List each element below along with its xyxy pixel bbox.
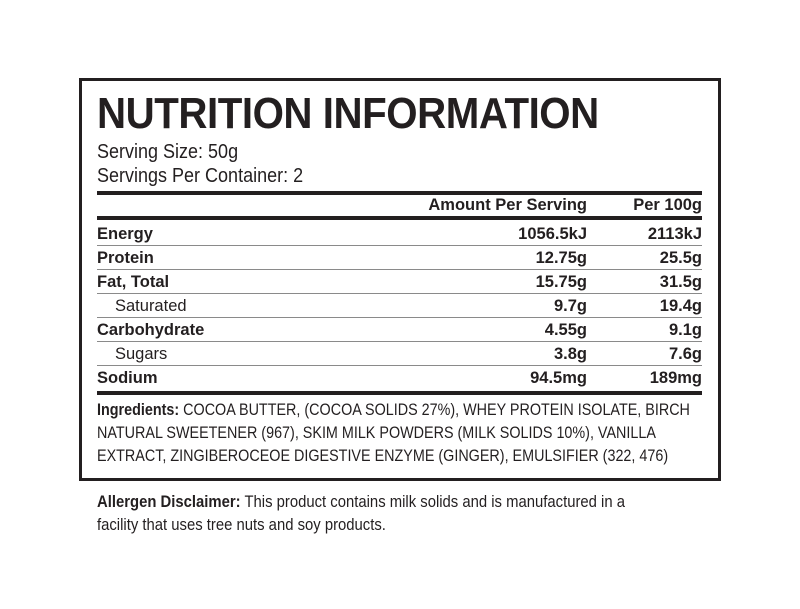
amount-per-serving: 15.75g — [535, 273, 587, 291]
nutrient-name: Sodium — [97, 369, 158, 387]
amount-per-serving: 12.75g — [535, 249, 587, 267]
nutrient-name: Fat, Total — [97, 273, 170, 291]
rule — [97, 191, 702, 195]
row-divider — [97, 293, 702, 294]
ingredients-line: NATURAL SWEETENER (967), SKIM MILK POWDE… — [97, 424, 656, 442]
per-100g: 19.4g — [659, 297, 702, 315]
amount-per-serving: 9.7g — [553, 297, 587, 315]
allergen-line: facility that uses tree nuts and soy pro… — [97, 516, 386, 534]
per-100g: 31.5g — [659, 273, 702, 291]
row-divider — [97, 341, 702, 342]
ingredients-text: COCOA BUTTER, (COCOA SOLIDS 27%), WHEY P… — [183, 401, 690, 419]
ingredients-label: Ingredients: — [97, 401, 180, 419]
nutrient-name: Saturated — [115, 297, 187, 315]
ingredients-line: EXTRACT, ZINGIBEROCEOE DIGESTIVE ENZYME … — [97, 447, 669, 465]
row-divider — [97, 365, 702, 366]
per-100g: 25.5g — [659, 249, 702, 267]
per-100g: 2113kJ — [647, 225, 702, 243]
per-100g: 9.1g — [668, 321, 702, 339]
per-100g: 7.6g — [668, 345, 702, 363]
servings-per-container: Servings Per Container: 2 — [97, 165, 304, 187]
row-divider — [97, 317, 702, 318]
column-header: Amount Per Serving — [428, 196, 587, 214]
rule — [97, 216, 702, 220]
nutrient-name: Carbohydrate — [97, 321, 205, 339]
allergen-line: Allergen Disclaimer: This product contai… — [97, 493, 625, 512]
amount-per-serving: 4.55g — [544, 321, 587, 339]
rule — [97, 391, 702, 395]
serving-size: Serving Size: 50g — [97, 141, 239, 163]
nutrient-name: Sugars — [115, 345, 168, 363]
nutrient-name: Energy — [97, 225, 153, 243]
amount-per-serving: 94.5mg — [530, 369, 587, 387]
title: NUTRITION INFORMATION — [97, 89, 599, 138]
amount-per-serving: 1056.5kJ — [518, 225, 587, 243]
nutrient-name: Protein — [97, 249, 154, 267]
per-100g: 189mg — [649, 369, 702, 387]
ingredients-line: Ingredients: COCOA BUTTER, (COCOA SOLIDS… — [97, 401, 690, 420]
amount-per-serving: 3.8g — [553, 345, 587, 363]
allergen-text: This product contains milk solids and is… — [244, 493, 625, 511]
nutrition-panel: NUTRITION INFORMATION Serving Size: 50g … — [79, 78, 721, 481]
row-divider — [97, 269, 702, 270]
row-divider — [97, 245, 702, 246]
allergen-label: Allergen Disclaimer: — [97, 493, 241, 511]
column-header: Per 100g — [633, 196, 702, 214]
